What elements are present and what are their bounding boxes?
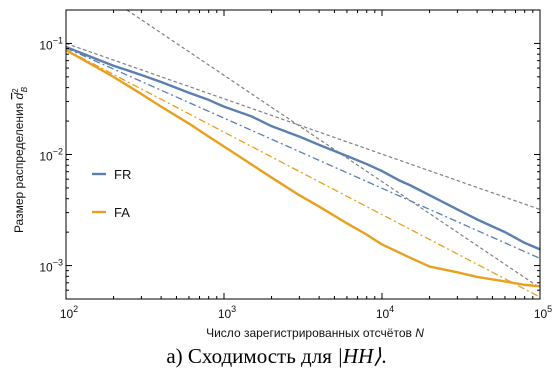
x-tick-label: 104 (376, 304, 394, 321)
legend: FR FA (92, 167, 131, 220)
y-tick-label: 10−2 (39, 147, 63, 164)
reference-line-3 (66, 42, 540, 211)
reference-line-2 (66, 49, 540, 298)
y-axis-label-subscript: B (20, 86, 29, 92)
x-axis-label-variable: N (415, 326, 424, 340)
legend-label-fa: FA (114, 205, 130, 220)
y-axis-label: Размер распределения d2B (11, 86, 29, 233)
x-tick-label: 105 (534, 304, 552, 321)
x-axis-label: Число зарегистрированных отсчётов N (206, 326, 424, 340)
plot-frame (65, 9, 541, 300)
x-tick-label: 103 (218, 304, 236, 321)
series-line-fr (66, 45, 540, 251)
caption-prefix: а) Сходимость для (166, 344, 338, 368)
reference-line-4 (126, 10, 540, 289)
y-tick-label: 10−3 (39, 258, 63, 275)
y-axis-label-variable: d (12, 92, 26, 99)
figure-caption: а) Сходимость для |HH⟩. (0, 344, 553, 369)
axis-ticks: 102 103 104 105 10−3 10−2 10−1 (39, 9, 552, 321)
legend-label-fr: FR (114, 167, 131, 182)
x-tick-label: 102 (60, 304, 78, 321)
y-tick-label: 10−1 (39, 35, 63, 52)
caption-suffix: . (381, 344, 387, 368)
y-axis-label-superscript: 2 (11, 88, 20, 93)
reference-line-1 (66, 47, 540, 260)
caption-state: |HH⟩ (337, 344, 382, 368)
plot-area (66, 10, 540, 298)
series-line-fa (66, 48, 540, 288)
